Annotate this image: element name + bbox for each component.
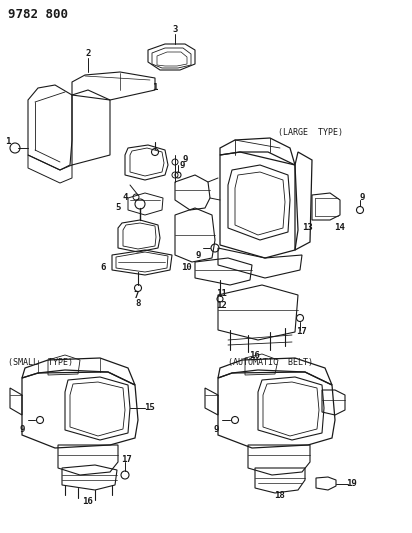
Text: (SMALL  TYPE): (SMALL TYPE) xyxy=(8,358,73,367)
Text: 7: 7 xyxy=(133,290,139,300)
Text: 19: 19 xyxy=(346,480,357,489)
Text: 15: 15 xyxy=(145,403,155,413)
Text: 17: 17 xyxy=(297,327,307,336)
Text: 8: 8 xyxy=(135,300,140,309)
Text: 16: 16 xyxy=(83,497,94,506)
Text: 16: 16 xyxy=(250,351,260,359)
Text: 5: 5 xyxy=(115,204,121,213)
Text: 3: 3 xyxy=(172,26,178,35)
Text: (AUTOMATIC  BELT): (AUTOMATIC BELT) xyxy=(228,358,313,367)
Text: 12: 12 xyxy=(217,302,227,311)
Text: 4: 4 xyxy=(122,193,128,203)
Text: 9: 9 xyxy=(180,160,185,169)
Text: 1: 1 xyxy=(5,138,11,147)
Text: 9: 9 xyxy=(183,156,188,165)
Text: 2: 2 xyxy=(85,50,91,59)
Text: 10: 10 xyxy=(182,263,192,272)
Text: 18: 18 xyxy=(275,491,286,500)
Text: 9: 9 xyxy=(359,193,365,203)
Text: 11: 11 xyxy=(217,288,227,297)
Text: 13: 13 xyxy=(303,223,314,232)
Text: (LARGE  TYPE): (LARGE TYPE) xyxy=(278,128,343,137)
Text: 14: 14 xyxy=(335,223,345,232)
Text: 9: 9 xyxy=(195,251,201,260)
Text: 17: 17 xyxy=(122,456,132,464)
Text: 9: 9 xyxy=(213,425,219,434)
Text: 9: 9 xyxy=(19,425,25,434)
Text: 9782 800: 9782 800 xyxy=(8,8,68,21)
Text: 6: 6 xyxy=(100,263,106,272)
Text: 1: 1 xyxy=(152,84,158,93)
